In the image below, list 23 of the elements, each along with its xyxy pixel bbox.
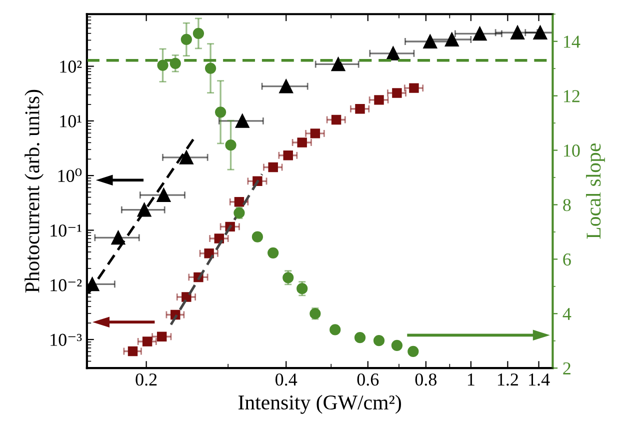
y2-tick-label: 6	[563, 253, 571, 266]
x-tick-label: 0.2	[136, 373, 157, 386]
y2-tick-label: 14	[564, 36, 580, 48]
y2-tick-label: 8	[563, 198, 571, 212]
x-tick-label: 1	[468, 374, 474, 386]
y-tick-label: 10⁻³	[50, 334, 82, 346]
x-tick-label: 1.4	[529, 374, 550, 386]
y2-tick-label: 2	[563, 362, 570, 374]
y-tick-label: 10⁰	[58, 168, 82, 182]
y-tick-label: 10¹	[60, 115, 82, 128]
x-tick-label: 0.6	[357, 373, 379, 386]
y-tick-label: 10²	[60, 60, 82, 73]
y-tick-label: 10⁻²	[50, 279, 82, 292]
y2-tick-label: 10	[564, 144, 580, 157]
y2-tick-label: 4	[562, 308, 572, 320]
x-tick-label: 1.2	[498, 374, 518, 386]
y2-axis-title: Local slope	[586, 144, 605, 239]
x-axis-title: Intensity (GW/cm²)	[238, 394, 401, 414]
x-tick-label: 0.8	[415, 373, 437, 386]
x-tick-label: 0.4	[276, 373, 298, 386]
y2-tick-label: 12	[564, 90, 580, 102]
y-tick-label: 10⁻¹	[50, 224, 82, 237]
y-axis-title: Photocurrent (arb. units)	[24, 90, 44, 293]
